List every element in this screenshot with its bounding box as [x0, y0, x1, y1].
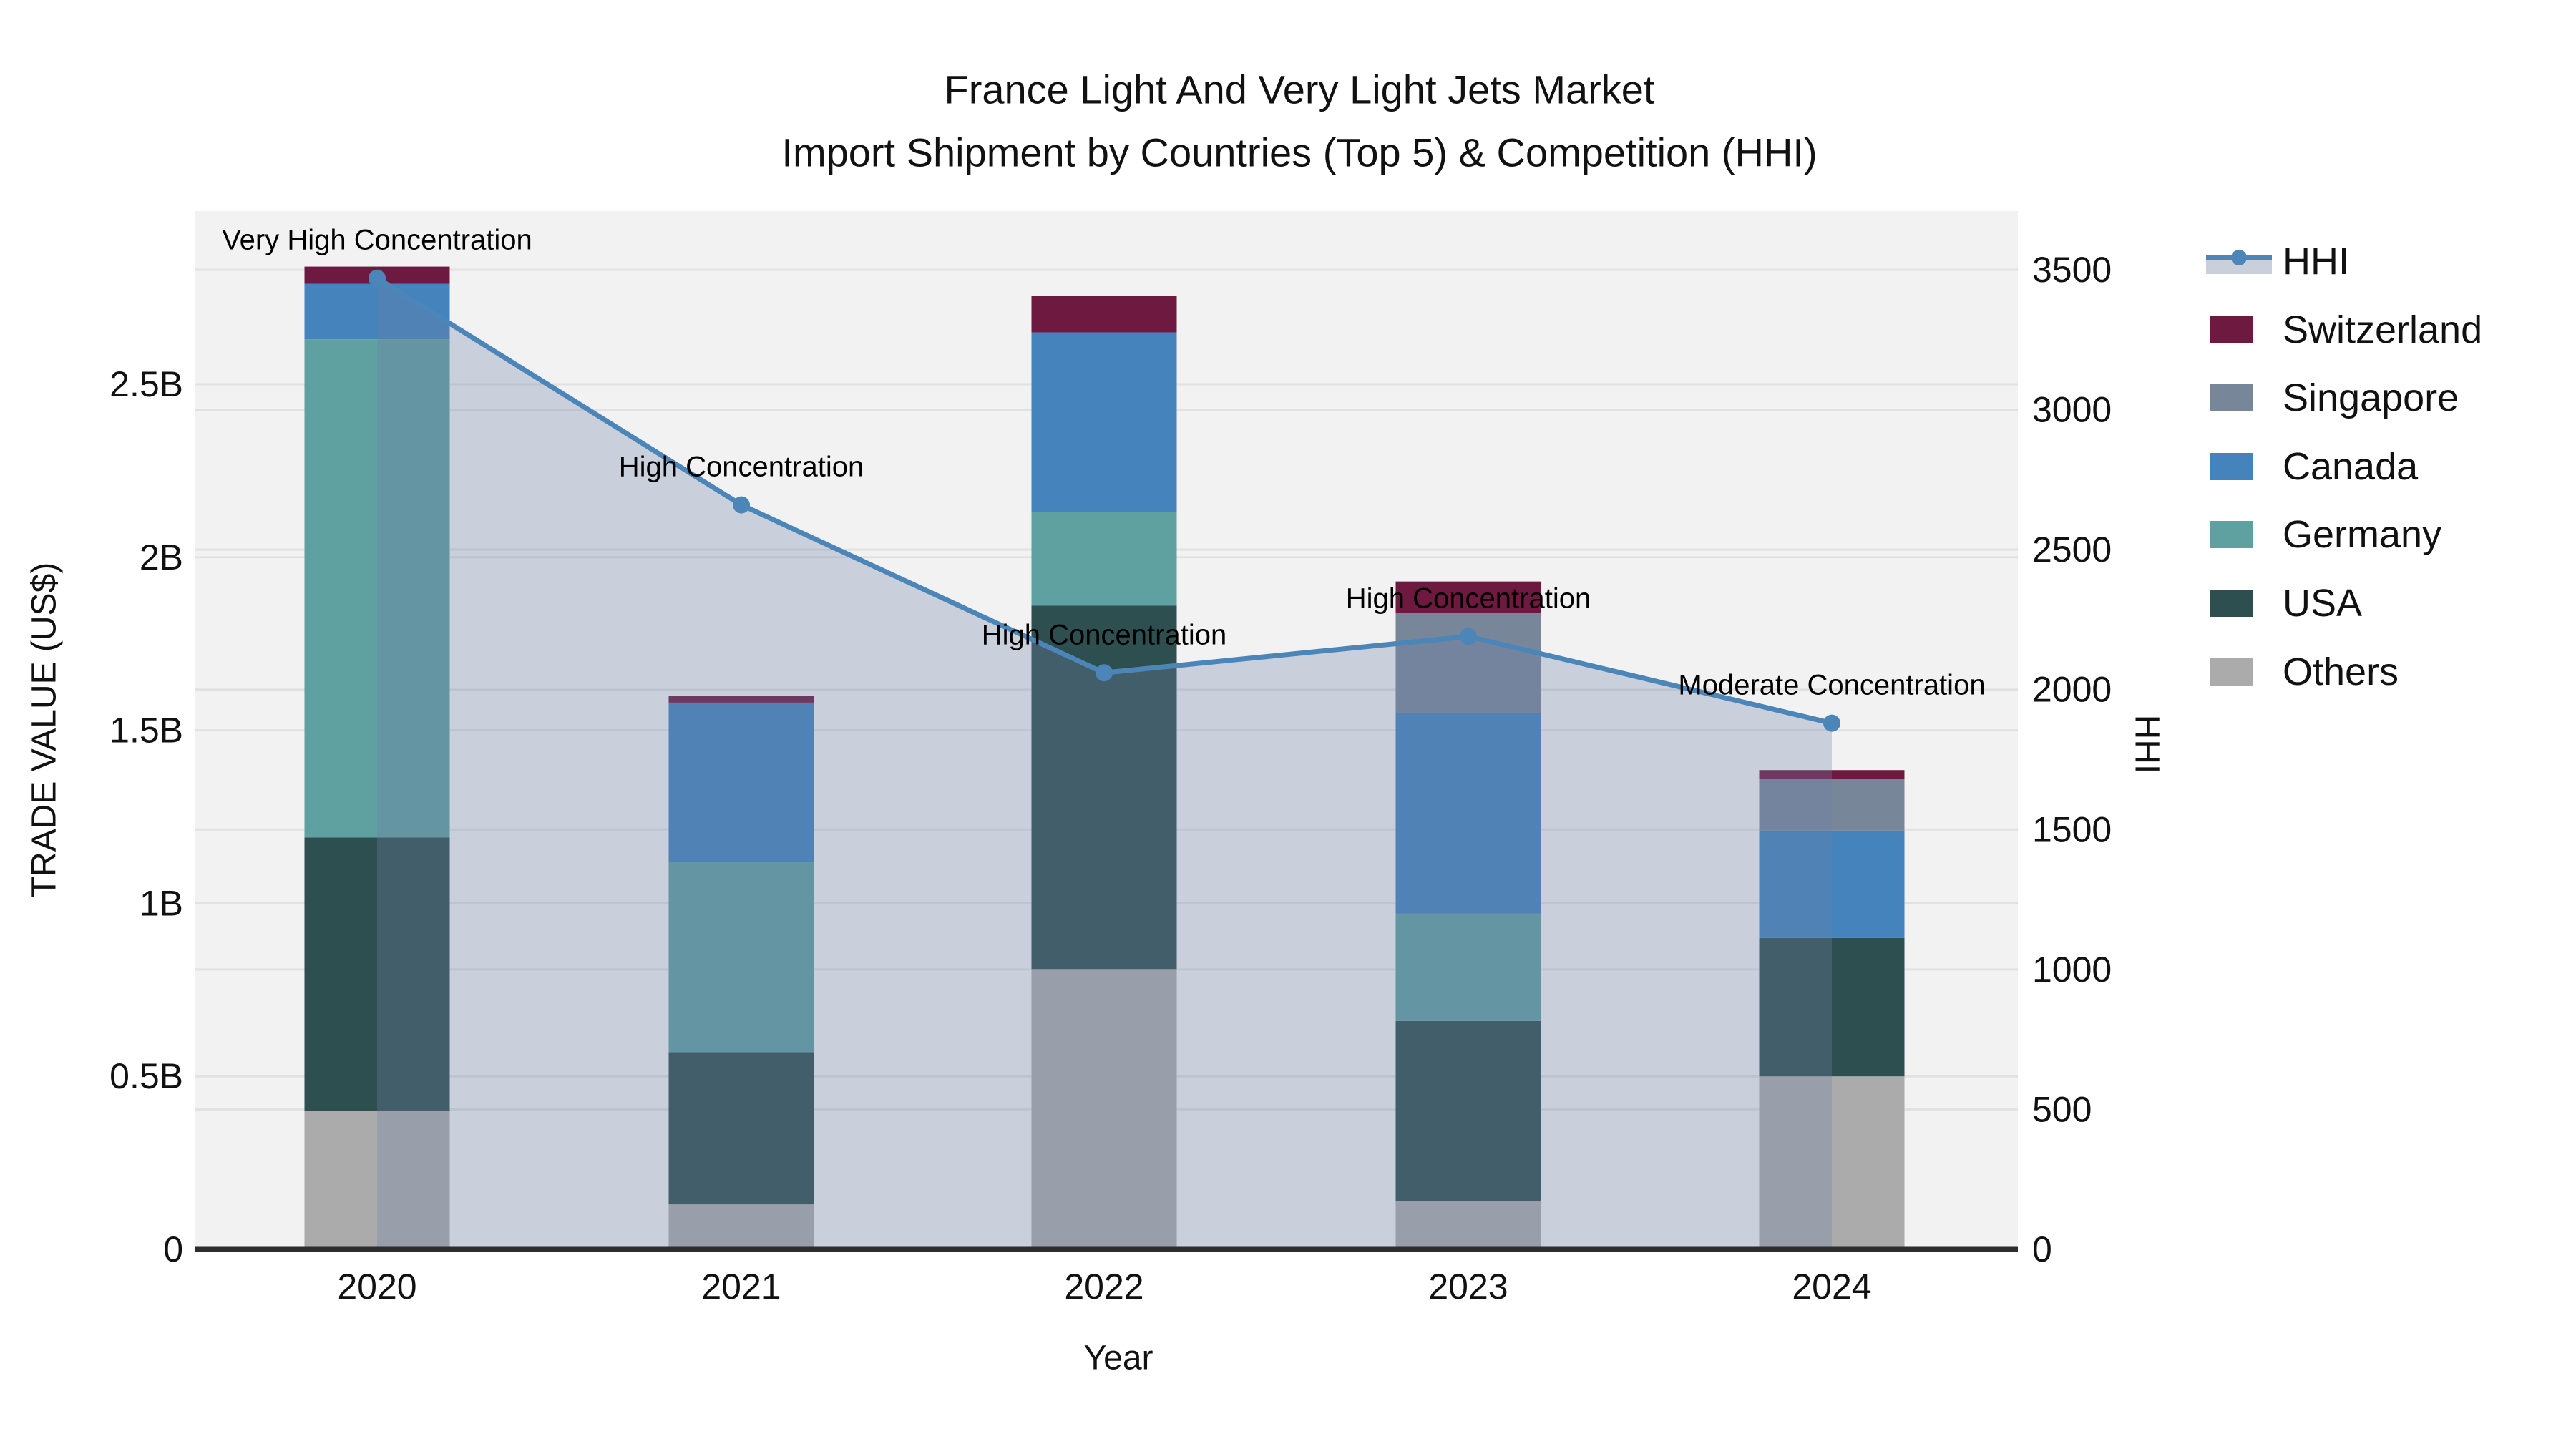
right-tick-label: 500 [2032, 1089, 2092, 1129]
annotation-2021: High Concentration [619, 452, 864, 483]
bar-segment-usa-2020 [304, 837, 450, 1111]
x-tick-label-2022: 2022 [1064, 1267, 1143, 1307]
bar-segment-others-2022 [1031, 969, 1177, 1249]
bar-segment-usa-2021 [668, 1052, 814, 1205]
left-tick-label: 1.5B [109, 711, 183, 751]
hhi-area-fill [377, 278, 1832, 1250]
bar-segment-canada-2023 [1395, 713, 1541, 914]
right-tick-label: 0 [2032, 1229, 2052, 1269]
bar-segment-switzerland-2021 [668, 696, 814, 703]
bar-segment-switzerland-2022 [1031, 296, 1177, 333]
left-tick-label: 1B [140, 883, 183, 923]
right-tick-label: 1500 [2032, 809, 2112, 849]
hhi-marker-2022 [1096, 664, 1113, 682]
bar-segment-germany-2021 [668, 862, 814, 1053]
x-tick-label-2023: 2023 [1428, 1267, 1508, 1307]
bar-segment-usa-2024 [1759, 937, 1905, 1077]
bar-segment-germany-2020 [304, 339, 450, 838]
right-tick-label: 2500 [2032, 530, 2112, 570]
x-tick-label-2021: 2021 [701, 1267, 781, 1307]
right-tick-label: 2000 [2032, 670, 2112, 710]
bar-segment-germany-2022 [1031, 512, 1177, 606]
hhi-marker-2021 [733, 496, 750, 514]
chart-title-line2: Import Shipment by Countries (Top 5) & C… [781, 130, 1818, 175]
bar-segment-canada-2020 [304, 283, 450, 340]
right-tick-label: 1000 [2032, 950, 2112, 990]
chart-title-line1: France Light And Very Light Jets Market [944, 67, 1655, 112]
x-tick-label-2020: 2020 [337, 1267, 416, 1307]
bar-segment-canada-2024 [1759, 830, 1905, 938]
x-axis-title: Year [1083, 1339, 1153, 1377]
bar-segment-canada-2021 [668, 702, 814, 862]
bar-segment-others-2023 [1395, 1201, 1541, 1249]
bar-segment-usa-2023 [1395, 1020, 1541, 1201]
annotation-2023: High Concentration [1346, 582, 1591, 614]
bar-segment-others-2020 [304, 1111, 450, 1249]
bar-segment-switzerland-2024 [1759, 770, 1905, 779]
bar-segment-canada-2022 [1031, 332, 1177, 512]
left-tick-label: 2B [140, 537, 183, 577]
hhi-marker-2020 [369, 269, 386, 287]
left-tick-label: 0 [163, 1229, 183, 1269]
annotation-2022: High Concentration [982, 619, 1226, 650]
right-tick-label: 3500 [2032, 250, 2112, 290]
x-tick-label-2024: 2024 [1792, 1267, 1871, 1307]
bar-segment-switzerland-2023 [1395, 581, 1541, 613]
hhi-marker-2024 [1823, 714, 1840, 732]
right-tick-label: 3000 [2032, 390, 2112, 430]
bar-segment-others-2024 [1759, 1076, 1905, 1249]
annotation-2024: Moderate Concentration [1678, 670, 1985, 701]
hhi-marker-2023 [1460, 628, 1477, 645]
bar-segment-others-2021 [668, 1204, 814, 1249]
annotation-2020: Very High Concentration [222, 225, 532, 256]
bar-segment-singapore-2024 [1759, 779, 1905, 831]
left-tick-label: 2.5B [109, 364, 183, 404]
left-axis-title: TRADE VALUE (US$) [25, 562, 64, 898]
bar-segment-germany-2023 [1395, 913, 1541, 1021]
left-tick-label: 0.5B [109, 1056, 183, 1096]
right-axis-title: HHI [2127, 714, 2166, 774]
